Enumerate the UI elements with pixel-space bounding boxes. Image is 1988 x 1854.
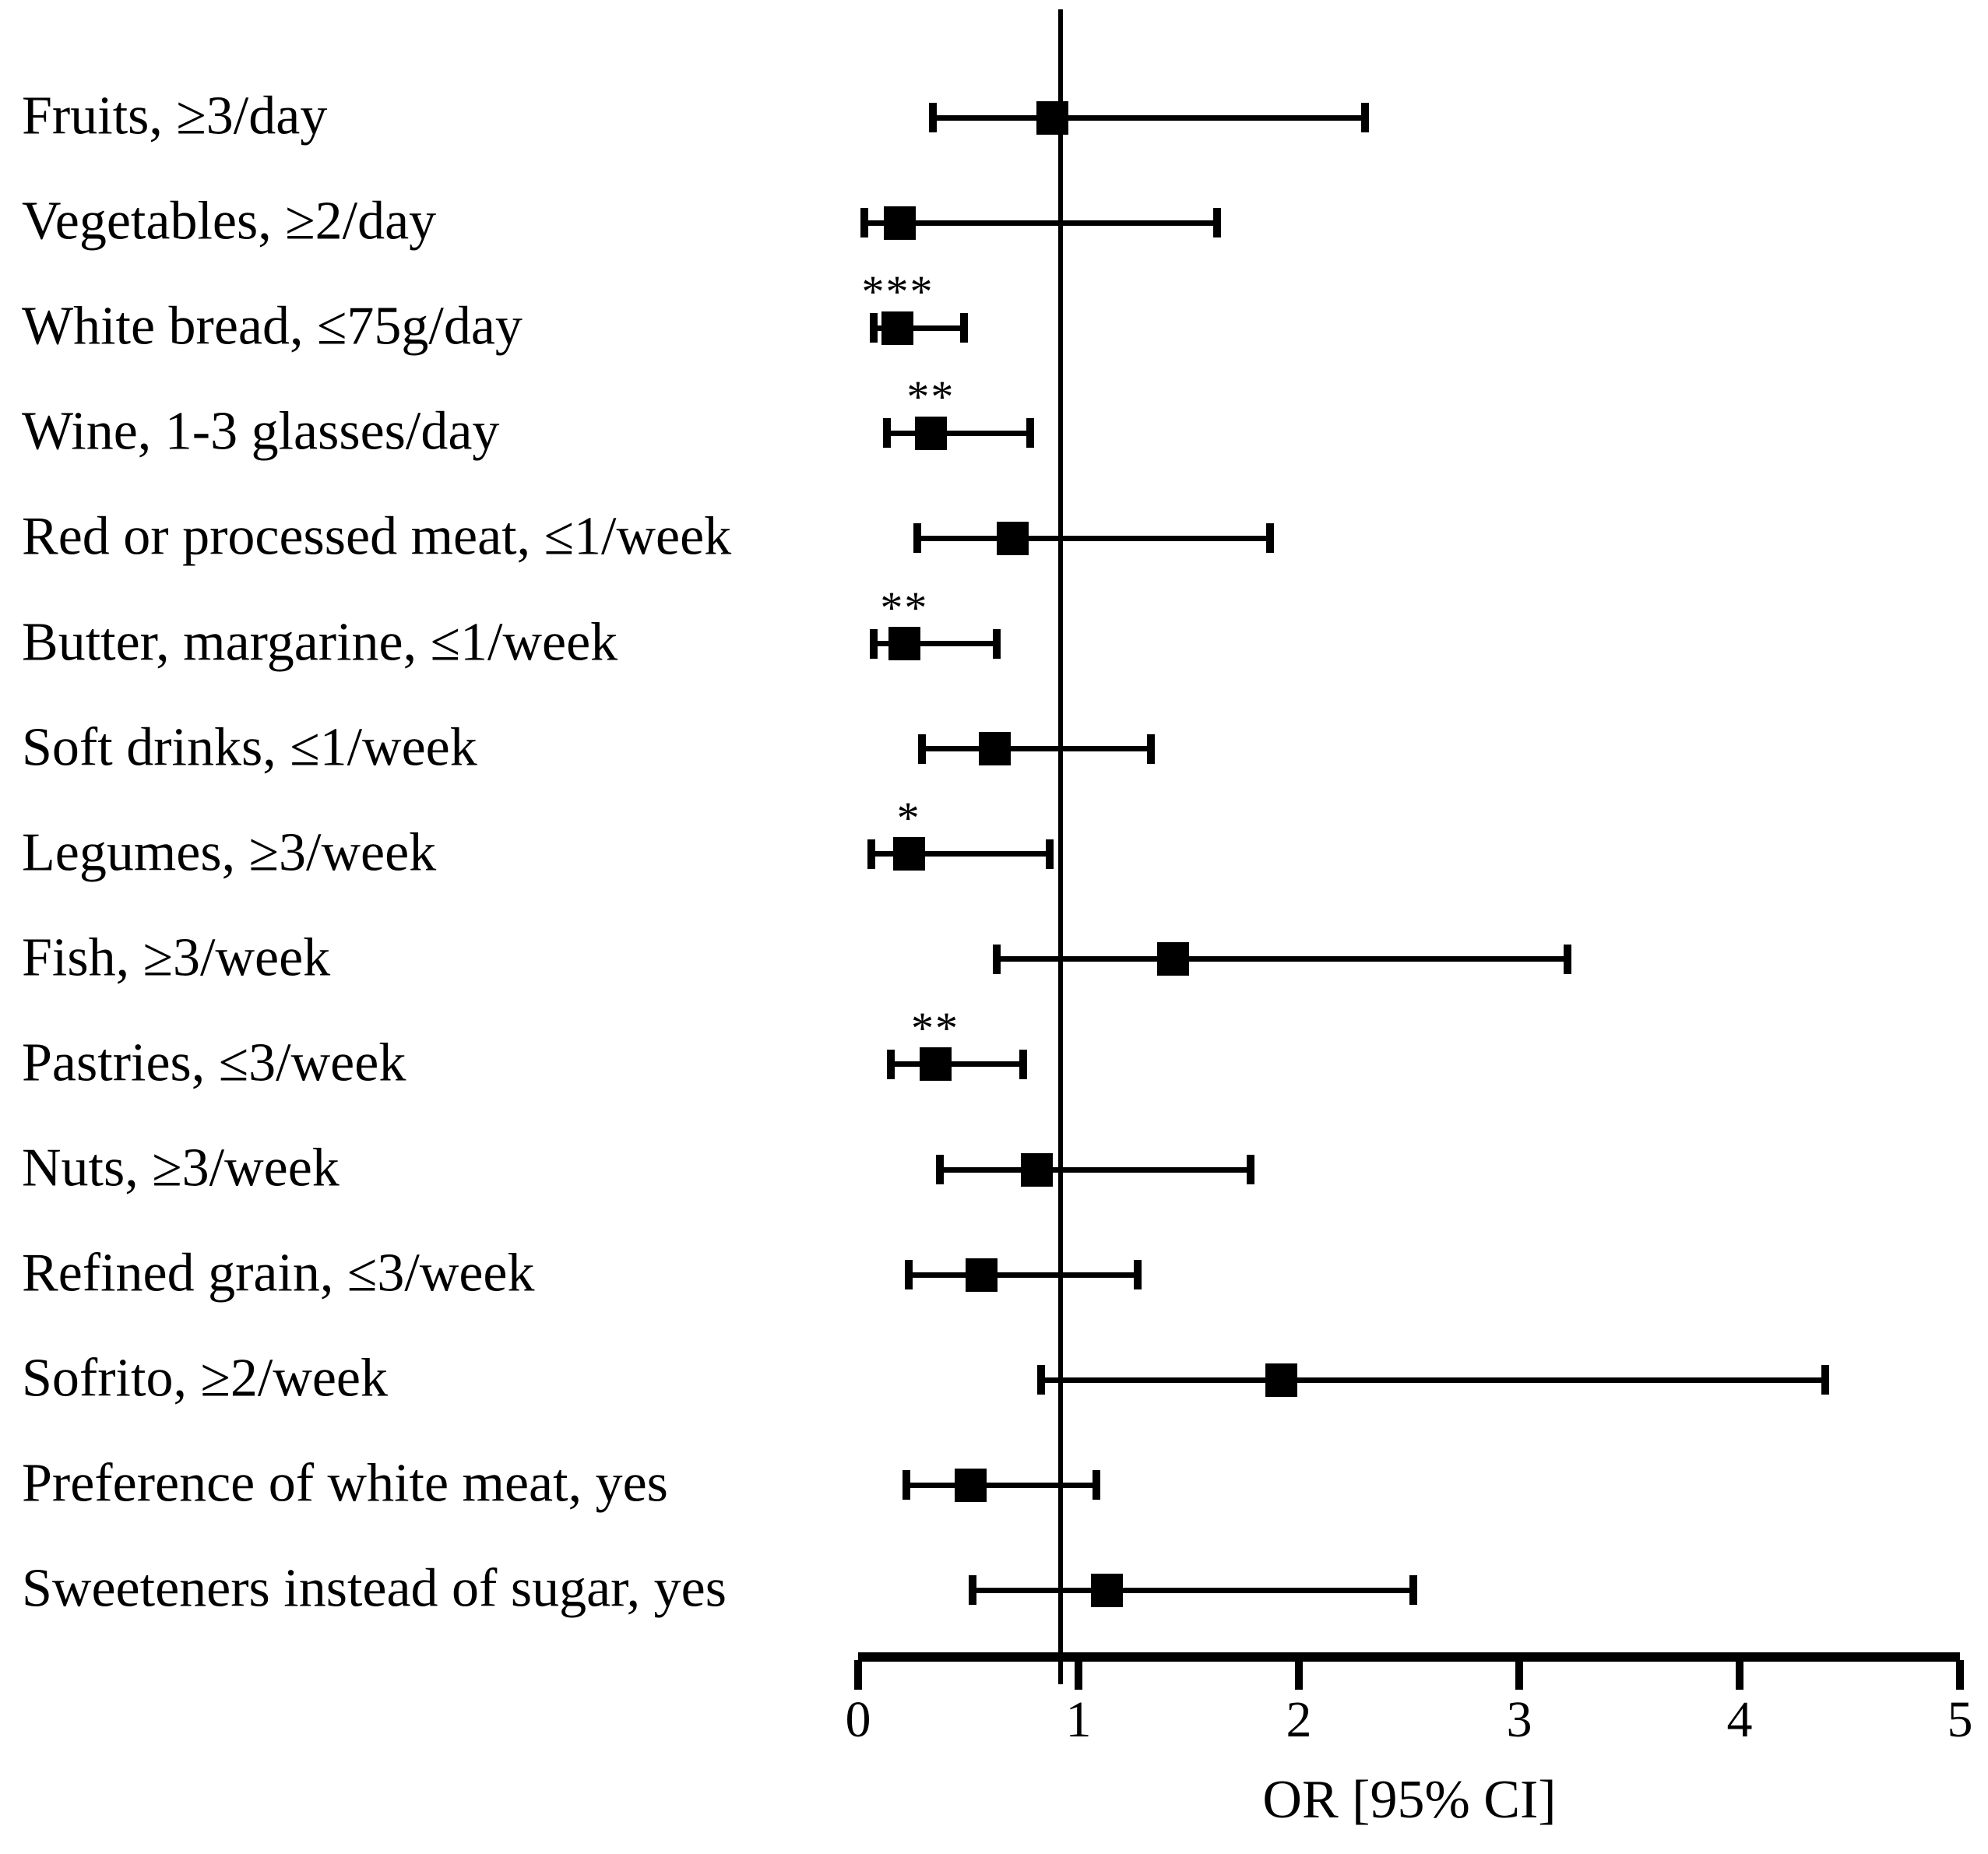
ci-line <box>1040 1377 1826 1383</box>
ci-cap-left <box>882 418 891 449</box>
row-label: Sofrito, ≥2/week <box>22 1348 389 1409</box>
x-tick <box>1295 1660 1303 1690</box>
ci-line <box>891 1061 1024 1068</box>
x-tick <box>1956 1660 1964 1690</box>
row-label: Butter, margarine, ≤1/week <box>22 611 618 672</box>
ci-line <box>997 956 1568 962</box>
reference-line <box>1058 9 1064 1684</box>
ci-cap-right <box>1821 1365 1830 1395</box>
ci-cap-left <box>869 313 878 343</box>
ci-line <box>871 851 1050 857</box>
ci-line <box>909 1272 1138 1278</box>
ci-cap-right <box>1026 418 1034 449</box>
x-tick-label: 2 <box>1286 1691 1312 1748</box>
x-tick-label: 4 <box>1726 1691 1753 1748</box>
ci-cap-left <box>860 208 869 238</box>
ci-cap-right <box>1409 1575 1418 1606</box>
or-square <box>881 311 914 345</box>
or-square <box>954 1468 987 1502</box>
x-tick-label: 0 <box>845 1691 871 1748</box>
ci-line <box>917 535 1271 541</box>
or-square <box>996 521 1029 555</box>
significance-stars: * <box>896 792 921 843</box>
or-square <box>919 1047 952 1082</box>
x-axis-title: OR [95% CI] <box>1262 1770 1557 1830</box>
or-square <box>1036 100 1068 135</box>
ci-cap-right <box>959 313 968 343</box>
ci-line <box>933 114 1365 121</box>
or-square <box>1091 1573 1124 1607</box>
x-tick <box>1075 1660 1082 1690</box>
x-tick <box>1736 1660 1743 1690</box>
x-tick <box>1515 1660 1523 1690</box>
ci-cap-right <box>1147 734 1156 764</box>
ci-cap-left <box>929 103 938 132</box>
x-tick-label: 1 <box>1065 1691 1092 1748</box>
or-square <box>1020 1152 1053 1187</box>
or-square <box>965 1258 998 1292</box>
row-label: Vegetables, ≥2/day <box>22 191 437 252</box>
significance-stars: ** <box>880 582 929 633</box>
ci-cap-left <box>935 1155 944 1184</box>
or-square <box>914 416 947 450</box>
ci-cap-right <box>1019 1049 1028 1079</box>
row-label: Preference of white meat, yes <box>22 1453 668 1514</box>
ci-cap-right <box>1266 523 1275 554</box>
ci-cap-right <box>1046 839 1054 869</box>
ci-line <box>906 1482 1096 1488</box>
row-label: Nuts, ≥3/week <box>22 1138 340 1198</box>
x-axis-line <box>858 1652 1960 1662</box>
x-tick <box>854 1660 862 1690</box>
row-label: Pastries, ≤3/week <box>22 1033 406 1093</box>
or-square <box>888 627 920 660</box>
ci-line <box>922 746 1152 752</box>
significance-stars: ** <box>906 371 955 423</box>
significance-stars: *** <box>861 266 934 318</box>
row-label: Sweeteners instead of sugar, yes <box>22 1558 727 1619</box>
ci-cap-left <box>867 839 875 869</box>
or-square <box>884 206 917 240</box>
row-label: Wine, 1-3 glasses/day <box>22 401 500 462</box>
x-tick-label: 3 <box>1506 1691 1532 1748</box>
ci-cap-left <box>913 523 922 554</box>
row-label: Soft drinks, ≤1/week <box>22 716 477 777</box>
significance-stars: ** <box>911 1002 960 1054</box>
ci-cap-left <box>903 1470 911 1500</box>
ci-line <box>886 430 1030 436</box>
ci-cap-left <box>905 1260 913 1290</box>
ci-line <box>873 641 998 646</box>
row-label: Refined grain, ≤3/week <box>22 1243 535 1303</box>
row-label: Legumes, ≥3/week <box>22 822 437 883</box>
or-square <box>1265 1363 1297 1397</box>
row-label: White bread, ≤75g/day <box>22 296 523 357</box>
ci-cap-left <box>1036 1365 1045 1395</box>
ci-cap-left <box>887 1049 895 1079</box>
ci-line <box>973 1587 1414 1593</box>
row-label: Red or processed meat, ≤1/week <box>22 506 732 567</box>
or-square <box>978 732 1011 766</box>
ci-cap-right <box>1092 1470 1100 1500</box>
ci-line <box>873 325 964 331</box>
or-square <box>892 837 925 871</box>
ci-cap-right <box>1360 103 1369 132</box>
ci-cap-left <box>969 1575 977 1606</box>
ci-cap-left <box>918 734 927 764</box>
ci-cap-left <box>993 944 1001 974</box>
ci-line <box>864 220 1218 226</box>
or-square <box>1157 942 1190 976</box>
row-label: Fruits, ≥3/day <box>22 86 328 146</box>
x-tick-label: 5 <box>1947 1691 1973 1748</box>
ci-cap-right <box>1246 1155 1254 1184</box>
ci-cap-right <box>1213 208 1222 238</box>
ci-line <box>939 1166 1251 1173</box>
ci-cap-right <box>1134 1260 1142 1290</box>
ci-cap-right <box>993 628 1001 659</box>
row-label: Fish, ≥3/week <box>22 927 331 988</box>
ci-cap-right <box>1564 944 1572 974</box>
ci-cap-left <box>869 628 878 659</box>
